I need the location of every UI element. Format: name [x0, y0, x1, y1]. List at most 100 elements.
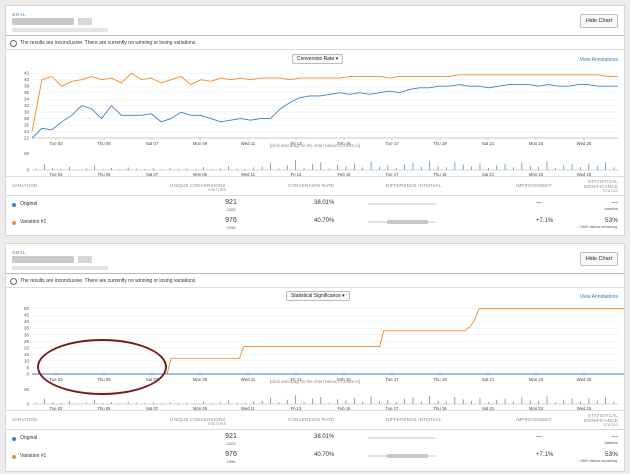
col-sig-line1: STATISTICAL: [587, 179, 618, 184]
significance-note: baseline: [604, 441, 618, 445]
y-tick-label: 30: [24, 110, 30, 115]
x-tick-label: Wed 11: [241, 377, 256, 382]
x-tick-label: Feb 15: [337, 172, 351, 177]
variation-name: Variation #1: [20, 219, 47, 225]
hide-chart-button[interactable]: Hide Chart: [579, 14, 618, 28]
y-tick-label: 5: [26, 365, 29, 370]
x-tick-label: Tue 03: [49, 141, 63, 146]
x-tick-label: Tue 03: [50, 172, 64, 177]
significance-note: baseline: [604, 207, 618, 211]
col-sig-line1: STATISTICAL: [587, 413, 618, 418]
unique-conversions: 921: [225, 199, 237, 206]
y-tick-label: 36: [24, 90, 30, 95]
significance-note: ~ 1500 visitors remaining.: [576, 225, 618, 229]
x-tick-label: Mon 09: [193, 141, 208, 146]
goal-header: GOAL Hide Chart: [6, 244, 624, 274]
x-tick-label: Thu 19: [433, 377, 447, 382]
y-tick-label: 32: [24, 103, 30, 108]
x-tick-label: Thu 05: [97, 141, 111, 146]
visitors: 2396: [226, 459, 236, 464]
improvement: ---: [536, 434, 542, 440]
col-conversion-rate: CONVERSION RATE: [288, 183, 335, 188]
y-tick-label: 28: [24, 116, 30, 121]
y-tick-label: 42: [24, 71, 30, 76]
table-row: Original 921 2423 38.01% --- --- baselin…: [6, 198, 624, 215]
x-tick-label: Wed 11: [241, 172, 256, 177]
y-tick-label: 0: [26, 372, 29, 377]
x-tick-label: Sat 07: [146, 141, 159, 146]
metric-dropdown[interactable]: Conversion Rate ▾: [292, 54, 344, 64]
x-tick-label: Mon 09: [193, 172, 208, 177]
hide-chart-button[interactable]: Hide Chart: [579, 252, 618, 266]
x-tick-label: Wed 25: [577, 172, 592, 177]
x-tick-label: Feb 15: [337, 377, 351, 382]
x-tick-label: Wed 11: [241, 141, 256, 146]
difference-interval: [368, 220, 436, 224]
y-tick-label: 22: [24, 136, 30, 141]
y-tick-label: 50: [24, 151, 29, 156]
col-statistical-significance: STATISTICAL SIGNIFICANCE STATUS: [584, 413, 618, 428]
y-tick-label: 10: [24, 358, 30, 363]
x-tick-label: Wed 11: [241, 406, 256, 411]
x-tick-label: Sat 07: [146, 172, 159, 177]
x-tick-label: Tue 17: [385, 377, 399, 382]
col-variation: VARIATION: [12, 417, 38, 422]
significance: ---: [611, 199, 619, 206]
x-tick-label: Wed 25: [577, 406, 592, 411]
x-tick-label: Thu 19: [433, 172, 447, 177]
x-tick-label: Feb 15: [337, 406, 351, 411]
x-tick-label: Sat 21: [482, 406, 495, 411]
col-difference-interval: DIFFERENCE INTERVAL: [386, 183, 442, 188]
table-row: Variation #1 976 2396 40.70% +7.1% 53% ~…: [6, 450, 624, 467]
visitor-volume-chart[interactable]: 0 50 Tue 03 Thu 05 Sat 07 Mon 09 Wed 11 Fri 13 F…: [6, 386, 624, 412]
conversion-rate: 40.70%: [314, 452, 335, 458]
interval-bar: [387, 220, 428, 224]
col-improvement: IMPROVEMENT: [516, 183, 552, 188]
x-tick-label: Wed 25: [577, 141, 592, 146]
x-tick-label: Sat 21: [482, 377, 495, 382]
goal-label: GOAL: [12, 12, 26, 17]
col-visitors: VISITORS: [208, 188, 227, 192]
unique-conversions: 976: [225, 451, 237, 458]
results-table-header: VARIATION UNIQUE CONVERSIONS VISITORS CO…: [6, 410, 624, 430]
x-tick-label: Thu 19: [433, 141, 447, 146]
col-sig-line3: STATUS: [603, 189, 618, 193]
highlight-ellipse-annotation: [37, 339, 167, 395]
view-annotations-link[interactable]: View Annotations: [579, 57, 618, 63]
y-tick-label: 26: [24, 123, 30, 128]
y-tick-label: 25: [24, 339, 30, 344]
metric-dropdown[interactable]: Statistical Significance ▾: [286, 291, 350, 301]
x-tick-label: Mon 23: [529, 172, 544, 177]
goal-label: GOAL: [12, 250, 26, 255]
view-annotations-link[interactable]: View Annotations: [579, 294, 618, 300]
x-tick-label: Mon 23: [529, 141, 544, 146]
x-tick-label: Fri 13: [291, 406, 302, 411]
x-tick-label: Thu 05: [97, 172, 111, 177]
col-conversion-rate: CONVERSION RATE: [288, 417, 335, 422]
variation-name: Original: [20, 201, 38, 207]
x-tick-label: Mon 09: [193, 406, 208, 411]
col-unique-conversions: UNIQUE CONVERSIONS: [170, 417, 226, 422]
y-tick-label: 35: [24, 326, 30, 331]
x-tick-label: Tue 17: [386, 172, 400, 177]
info-icon: [10, 40, 17, 47]
col-difference-interval: DIFFERENCE INTERVAL: [386, 417, 442, 422]
x-tick-label: Tue 17: [386, 406, 400, 411]
x-tick-label: Tue 03: [50, 406, 64, 411]
visitor-volume-chart[interactable]: 0 50 Tue 03 Thu 05 Sat 07 Mon 09 Wed 11 Fri 13 F…: [6, 150, 624, 178]
zoom-hint: [click and drag on the chart below to zo…: [269, 379, 361, 384]
series-dot-icon: [12, 437, 16, 441]
x-tick-label: Fri 13: [291, 172, 302, 177]
significance: ---: [611, 433, 619, 440]
x-tick-label: Mon 09: [193, 377, 208, 382]
series-dot-icon: [12, 203, 16, 207]
visitors: 2423: [226, 207, 236, 212]
conversion-rate: 40.70%: [314, 218, 335, 224]
goal-name-redacted: [12, 18, 74, 25]
series-line-variation-1: [32, 308, 624, 375]
col-visitors: VISITORS: [208, 422, 227, 426]
series-dot-icon: [12, 455, 16, 459]
variation-name: Variation #1: [20, 453, 47, 459]
